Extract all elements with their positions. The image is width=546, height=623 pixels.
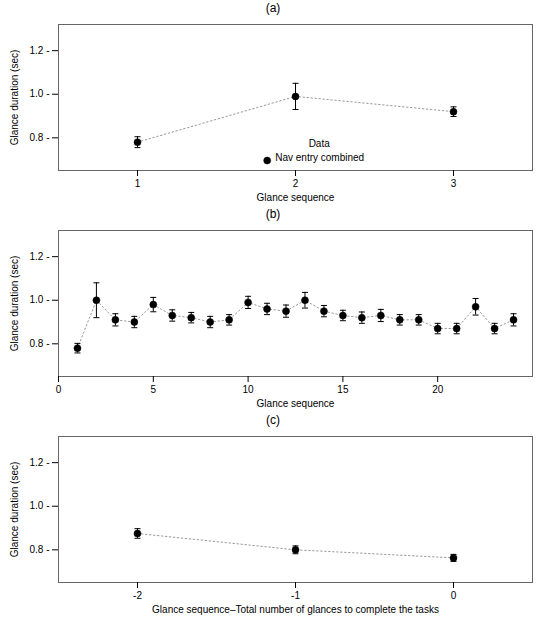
svg-text:1.2 -: 1.2 - xyxy=(29,251,49,262)
svg-text:-2: -2 xyxy=(133,590,142,601)
svg-text:1.2 -: 1.2 - xyxy=(29,457,49,468)
svg-text:Glance sequence: Glance sequence xyxy=(257,192,335,203)
html-text:(a): (a) xyxy=(265,1,281,15)
svg-text:20: 20 xyxy=(432,384,444,395)
svg-text:2: 2 xyxy=(293,178,299,189)
svg-text:Glance sequence: Glance sequence xyxy=(257,398,335,409)
svg-text:1.0 -: 1.0 - xyxy=(29,294,49,305)
html-text:(b): (b) xyxy=(265,207,281,221)
svg-text:1.0 -: 1.0 - xyxy=(29,88,49,99)
svg-text:Glance sequence–Total number o: Glance sequence–Total number of glances … xyxy=(152,604,439,615)
svg-text:1.2 -: 1.2 - xyxy=(29,45,49,56)
svg-text:10: 10 xyxy=(243,384,255,395)
svg-text:0.8 -: 0.8 - xyxy=(29,338,49,349)
svg-text:1.0 -: 1.0 - xyxy=(29,500,49,511)
svg-text:-1: -1 xyxy=(291,590,300,601)
svg-text:0.8 -: 0.8 - xyxy=(29,132,49,143)
svg-text:Glance duration (sec): Glance duration (sec) xyxy=(9,462,20,558)
svg-text:0.8 -: 0.8 - xyxy=(29,544,49,555)
svg-text:1: 1 xyxy=(135,178,141,189)
svg-text:Glance duration (sec): Glance duration (sec) xyxy=(9,256,20,352)
svg-text:Nav entry combined: Nav entry combined xyxy=(275,152,364,163)
html-text:(c): (c) xyxy=(266,413,280,427)
svg-text:Glance duration (sec): Glance duration (sec) xyxy=(9,50,20,146)
svg-text:3: 3 xyxy=(451,178,457,189)
svg-text:Data: Data xyxy=(309,138,331,149)
svg-text:15: 15 xyxy=(337,384,349,395)
svg-text:5: 5 xyxy=(151,384,157,395)
svg-text:0: 0 xyxy=(451,590,457,601)
svg-text:0: 0 xyxy=(56,384,62,395)
